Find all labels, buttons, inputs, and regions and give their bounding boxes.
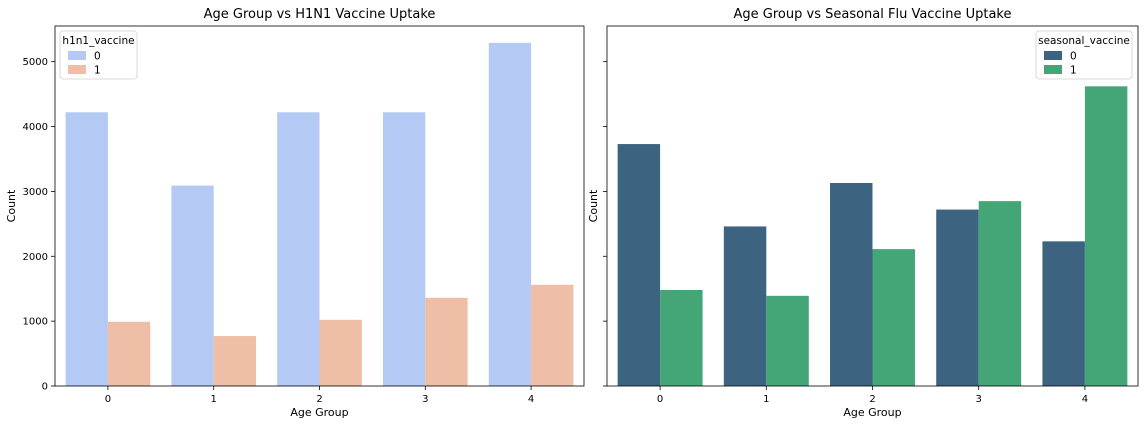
legend-label-1: 1 — [94, 65, 101, 77]
legend-label-1: 1 — [1070, 65, 1077, 77]
bar-series0-cat2 — [277, 112, 320, 387]
legend-swatch-1 — [1044, 65, 1062, 74]
bar-series1-cat0 — [660, 290, 703, 386]
bar-series1-cat3 — [978, 201, 1022, 386]
x-tick-label: 4 — [528, 394, 534, 405]
bar-series1-cat4 — [531, 284, 574, 386]
legend-title: seasonal_vaccine — [1038, 35, 1130, 47]
bar-series1-cat2 — [872, 249, 915, 386]
legend-swatch-1 — [68, 65, 86, 74]
x-axis-label: Age Group — [290, 406, 348, 419]
x-tick-label: 3 — [422, 394, 428, 405]
bar-series1-cat3 — [425, 297, 468, 386]
x-tick-label: 2 — [869, 394, 875, 405]
x-tick-label: 0 — [105, 394, 111, 405]
bar-series0-cat1 — [171, 185, 214, 386]
y-tick-label: 1000 — [23, 317, 48, 328]
y-axis-label: Count — [5, 189, 18, 222]
x-tick-label: 2 — [316, 394, 322, 405]
bar-series0-cat2 — [830, 182, 873, 386]
x-tick-label: 1 — [211, 394, 217, 405]
x-tick-label: 4 — [1082, 394, 1088, 405]
y-tick-label: 2000 — [23, 252, 48, 263]
bar-series0-cat0 — [617, 144, 661, 386]
y-tick-label: 5000 — [23, 57, 48, 68]
y-tick-label: 3000 — [23, 187, 48, 198]
bar-series0-cat3 — [382, 112, 426, 387]
legend-swatch-0 — [68, 51, 86, 60]
bar-series0-cat1 — [723, 226, 767, 386]
bar-series1-cat4 — [1084, 86, 1128, 386]
x-tick-label: 1 — [763, 394, 769, 405]
chart-title: Age Group vs Seasonal Flu Vaccine Uptake — [734, 7, 1012, 22]
legend: h1n1_vaccine 0 1 — [59, 30, 138, 80]
legend-label-0: 0 — [94, 51, 101, 63]
x-tick-label: 3 — [976, 394, 982, 405]
chart-title: Age Group vs H1N1 Vaccine Uptake — [204, 7, 436, 22]
y-axis-label: Count — [587, 189, 600, 222]
bar-series0-cat0 — [65, 112, 108, 387]
y-tick-label: 0 — [42, 382, 48, 393]
bar-series1-cat1 — [213, 336, 257, 386]
bar-series0-cat4 — [488, 42, 532, 386]
legend-label-0: 0 — [1070, 51, 1077, 63]
bar-series1-cat0 — [107, 321, 151, 386]
y-tick-label: 4000 — [23, 122, 48, 133]
legend-swatch-0 — [1044, 51, 1062, 60]
bar-series0-cat4 — [1042, 241, 1085, 386]
x-axis-label: Age Group — [843, 406, 901, 419]
bar-series1-cat1 — [766, 295, 809, 386]
legend: seasonal_vaccine 0 1 — [1035, 30, 1133, 80]
x-tick-label: 0 — [657, 394, 663, 405]
chart-panel-2: Age Group vs Seasonal Flu Vaccine Uptake… — [587, 7, 1139, 419]
bar-series1-cat2 — [319, 319, 362, 386]
legend-title: h1n1_vaccine — [62, 35, 134, 47]
bar-series0-cat3 — [936, 209, 979, 386]
